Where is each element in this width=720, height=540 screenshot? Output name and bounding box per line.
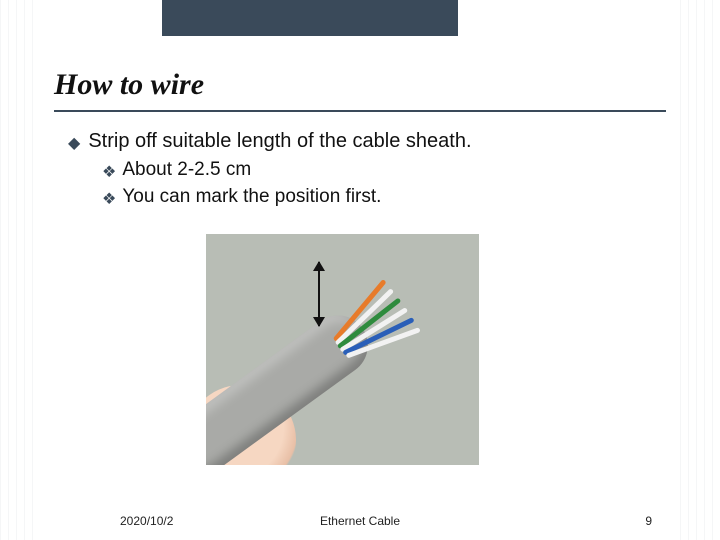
right-grid-decoration xyxy=(680,0,720,540)
diamond-bullet-icon: ◆ xyxy=(68,133,80,153)
footer: 2020/10/2 Ethernet Cable 9 xyxy=(0,502,720,540)
footer-title: Ethernet Cable xyxy=(0,514,720,528)
top-accent-bar xyxy=(162,0,458,36)
diamond-bullet-icon: ❖ xyxy=(102,162,116,182)
bullet-text: Strip off suitable length of the cable s… xyxy=(88,130,471,153)
bullet-level2: ❖ About 2-2.5 cm xyxy=(102,159,658,182)
diamond-bullet-icon: ❖ xyxy=(102,189,116,209)
left-grid-decoration xyxy=(0,0,40,540)
bullet-level1: ◆ Strip off suitable length of the cable… xyxy=(68,130,658,153)
bullet-level2: ❖ You can mark the position first. xyxy=(102,186,658,209)
cable-figure xyxy=(206,234,479,465)
slide-title: How to wire xyxy=(54,68,204,102)
length-marker-arrow-icon xyxy=(318,262,320,326)
bullet-text: About 2-2.5 cm xyxy=(122,159,251,181)
bullet-text: You can mark the position first. xyxy=(122,186,381,208)
content-area: ◆ Strip off suitable length of the cable… xyxy=(68,130,658,213)
title-underline xyxy=(54,110,666,112)
footer-page-number: 9 xyxy=(645,514,652,528)
